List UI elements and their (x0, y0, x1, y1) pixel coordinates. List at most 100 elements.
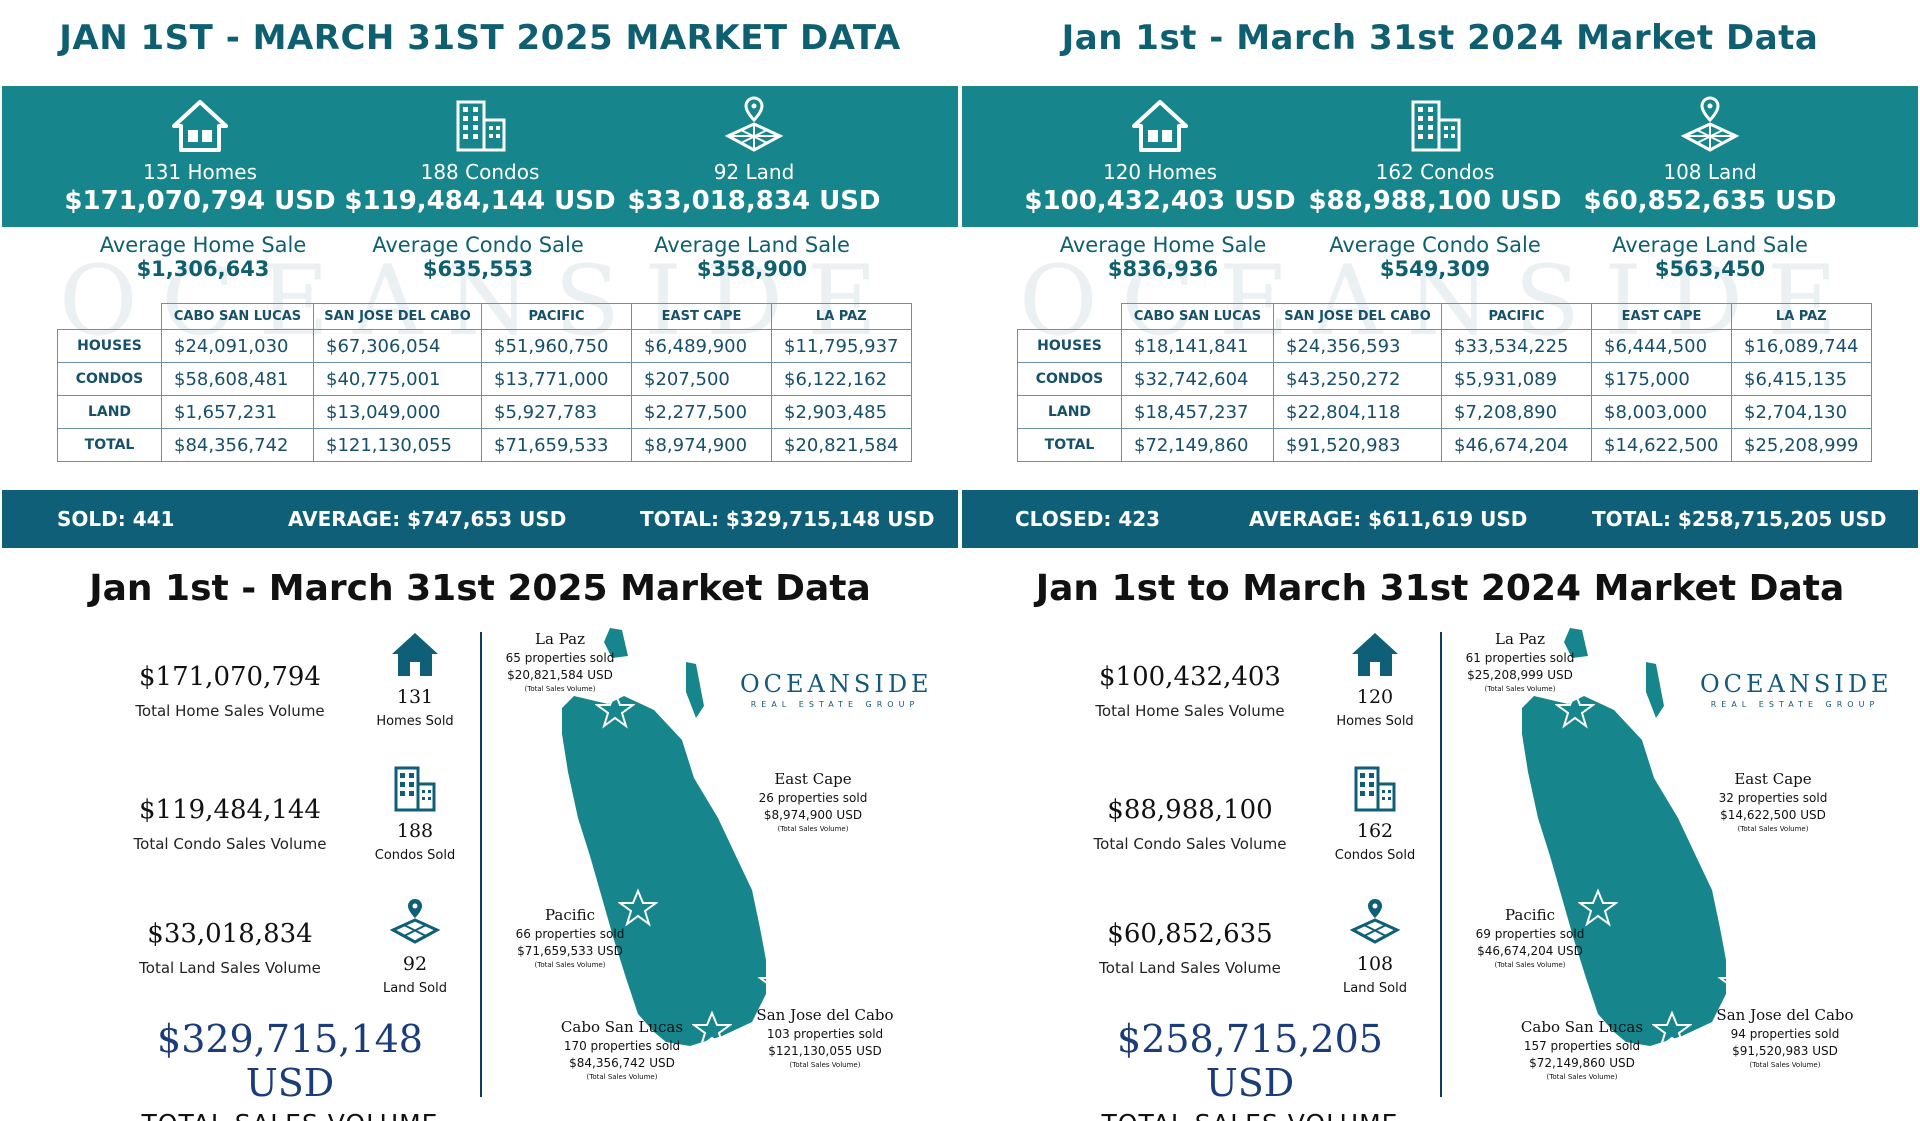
avg-home: Average Home Sale $1,306,643 (53, 233, 353, 281)
stat-amount: $88,988,100 (1107, 795, 1273, 825)
region-name: Cabo San Lucas (560, 1018, 684, 1036)
summary-bar: CLOSED: 423 AVERAGE: $611,619 USD TOTAL:… (962, 490, 1918, 548)
column-header: LA PAZ (771, 303, 912, 330)
land-plot-icon (724, 96, 784, 152)
stat-count-label: Land Sold (383, 981, 447, 996)
region-properties: 103 properties sold (766, 1027, 884, 1041)
baja-map (1522, 628, 1726, 1046)
condo-building-icon (394, 766, 436, 812)
table-cell: $6,489,900 (631, 329, 772, 363)
average-sale: AVERAGE: $747,653 USD (288, 507, 567, 531)
table-cell: $11,795,937 (771, 329, 912, 363)
header-blank (1017, 303, 1122, 330)
stat-label: Total Home Sales Volume (135, 702, 325, 720)
region-note: (Total Sales Volume) (1546, 1073, 1618, 1081)
sold-count: SOLD: 441 (57, 507, 175, 531)
logo-subtitle: REAL ESTATE GROUP (750, 700, 920, 709)
logo-name: OCEANSIDE (740, 670, 933, 698)
infographic-2024: Jan 1st to March 31st 2024 Market Data $… (960, 552, 1920, 1121)
region-volume: $25,208,999 USD (1467, 668, 1573, 682)
table-cell: $71,659,533 (481, 428, 632, 462)
condos-total: $88,988,100 USD (1308, 186, 1562, 216)
stat-amount: $119,484,144 (139, 795, 321, 825)
avg-label: Average Condo Sale (372, 233, 584, 257)
region-la-paz: La Paz 65 properties sold $20,821,584 US… (490, 630, 630, 693)
condos-summary: 188 Condos $119,484,144 USD (330, 96, 630, 216)
table-row: TOTAL $84,356,742 $121,130,055 $71,659,5… (57, 428, 912, 462)
stat-count: 131 (396, 686, 434, 708)
region-volume: $8,974,900 USD (763, 808, 863, 822)
land-count: 92 Land (713, 160, 795, 184)
panel-title: JAN 1ST - MARCH 31ST 2025 MARKET DATA (59, 18, 901, 58)
table-cell: $5,931,089 (1441, 362, 1592, 396)
region-note: (Total Sales Volume) (534, 961, 606, 969)
stat-count: 120 (1356, 686, 1394, 708)
table-cell: $13,771,000 (481, 362, 632, 396)
region-properties: 32 properties sold (1718, 791, 1828, 805)
logo-name: OCEANSIDE (1700, 670, 1893, 698)
column-header: CABO SAN LUCAS (1121, 303, 1274, 330)
homes-count: 120 Homes (1102, 160, 1217, 184)
market-panel-2024: Jan 1st - March 31st 2024 Market Data 12… (960, 0, 1920, 550)
table-cell: $32,742,604 (1121, 362, 1274, 396)
home-volume-stat: $171,070,794 Total Home Sales Volume (120, 662, 340, 720)
homes-count: 131 Homes (142, 160, 257, 184)
closed-count: CLOSED: 423 (1015, 507, 1161, 531)
region-san-jose: San Jose del Cabo 103 properties sold $1… (755, 1006, 895, 1069)
table-cell: $207,500 (631, 362, 772, 396)
row-header: LAND (1017, 395, 1122, 429)
condo-volume-stat: $88,988,100 Total Condo Sales Volume (1080, 795, 1300, 853)
average-sale: AVERAGE: $611,619 USD (1249, 507, 1528, 531)
region-note: (Total Sales Volume) (524, 685, 596, 693)
stat-label: Total Home Sales Volume (1095, 702, 1285, 720)
land-total: $33,018,834 USD (627, 186, 881, 216)
avg-land: Average Land Sale $563,450 (1560, 233, 1860, 281)
condos-total: $119,484,144 USD (344, 186, 616, 216)
oceanside-logo: OCEANSIDE REAL ESTATE GROUP (1700, 670, 1890, 709)
table-cell: $16,089,744 (1731, 329, 1872, 363)
table-header-row: CABO SAN LUCAS SAN JOSE DEL CABO PACIFIC… (57, 303, 912, 330)
homes-summary: 131 Homes $171,070,794 USD (50, 96, 350, 216)
table-cell: $1,657,231 (161, 395, 314, 429)
table-cell: $24,356,593 (1273, 329, 1442, 363)
stat-count: 188 (396, 820, 434, 842)
avg-condo: Average Condo Sale $549,309 (1285, 233, 1585, 281)
avg-value: $549,309 (1379, 257, 1491, 281)
region-properties: 66 properties sold (515, 927, 625, 941)
table-row: LAND $1,657,231 $13,049,000 $5,927,783 $… (57, 395, 912, 429)
table-cell: $91,520,983 (1273, 428, 1442, 462)
grand-total: $329,715,148 USD TOTAL SALES VOLUME (110, 1017, 470, 1121)
row-header: LAND (57, 395, 162, 429)
table-cell: $2,277,500 (631, 395, 772, 429)
table-cell: $51,960,750 (481, 329, 632, 363)
stat-count: 162 (1356, 820, 1394, 842)
row-header: HOUSES (1017, 329, 1122, 363)
category-band (2, 86, 958, 227)
table-cell: $6,444,500 (1591, 329, 1732, 363)
total-sales: TOTAL: $258,715,205 USD (1592, 507, 1887, 531)
table-row: LAND $18,457,237 $22,804,118 $7,208,890 … (1017, 395, 1872, 429)
land-plot-icon (390, 899, 440, 944)
region-volume: $46,674,204 USD (1477, 944, 1583, 958)
region-la-paz: La Paz 61 properties sold $25,208,999 US… (1450, 630, 1590, 693)
homes-total: $100,432,403 USD (1024, 186, 1296, 216)
pacific-star-icon (1578, 888, 1618, 927)
region-properties: 170 properties sold (563, 1039, 681, 1053)
column-header: SAN JOSE DEL CABO (313, 303, 482, 330)
stat-label: Total Land Sales Volume (1099, 959, 1281, 977)
stat-label: Total Condo Sales Volume (1093, 835, 1287, 853)
divider (1440, 632, 1442, 1097)
table-cell: $175,000 (1591, 362, 1732, 396)
table-cell: $40,775,001 (313, 362, 482, 396)
region-name: San Jose del Cabo (756, 1006, 894, 1024)
panel-title: Jan 1st - March 31st 2024 Market Data (1061, 18, 1819, 58)
divider (480, 632, 482, 1097)
stat-count-label: Homes Sold (1336, 714, 1414, 729)
table-header-row: CABO SAN LUCAS SAN JOSE DEL CABO PACIFIC… (1017, 303, 1872, 330)
region-volume: $71,659,533 USD (517, 944, 623, 958)
table-row: HOUSES $18,141,841 $24,356,593 $33,534,2… (1017, 329, 1872, 363)
table-cell: $121,130,055 (313, 428, 482, 462)
region-pacific: Pacific 69 properties sold $46,674,204 U… (1465, 906, 1595, 969)
region-volume: $14,622,500 USD (1720, 808, 1826, 822)
row-header: HOUSES (57, 329, 162, 363)
